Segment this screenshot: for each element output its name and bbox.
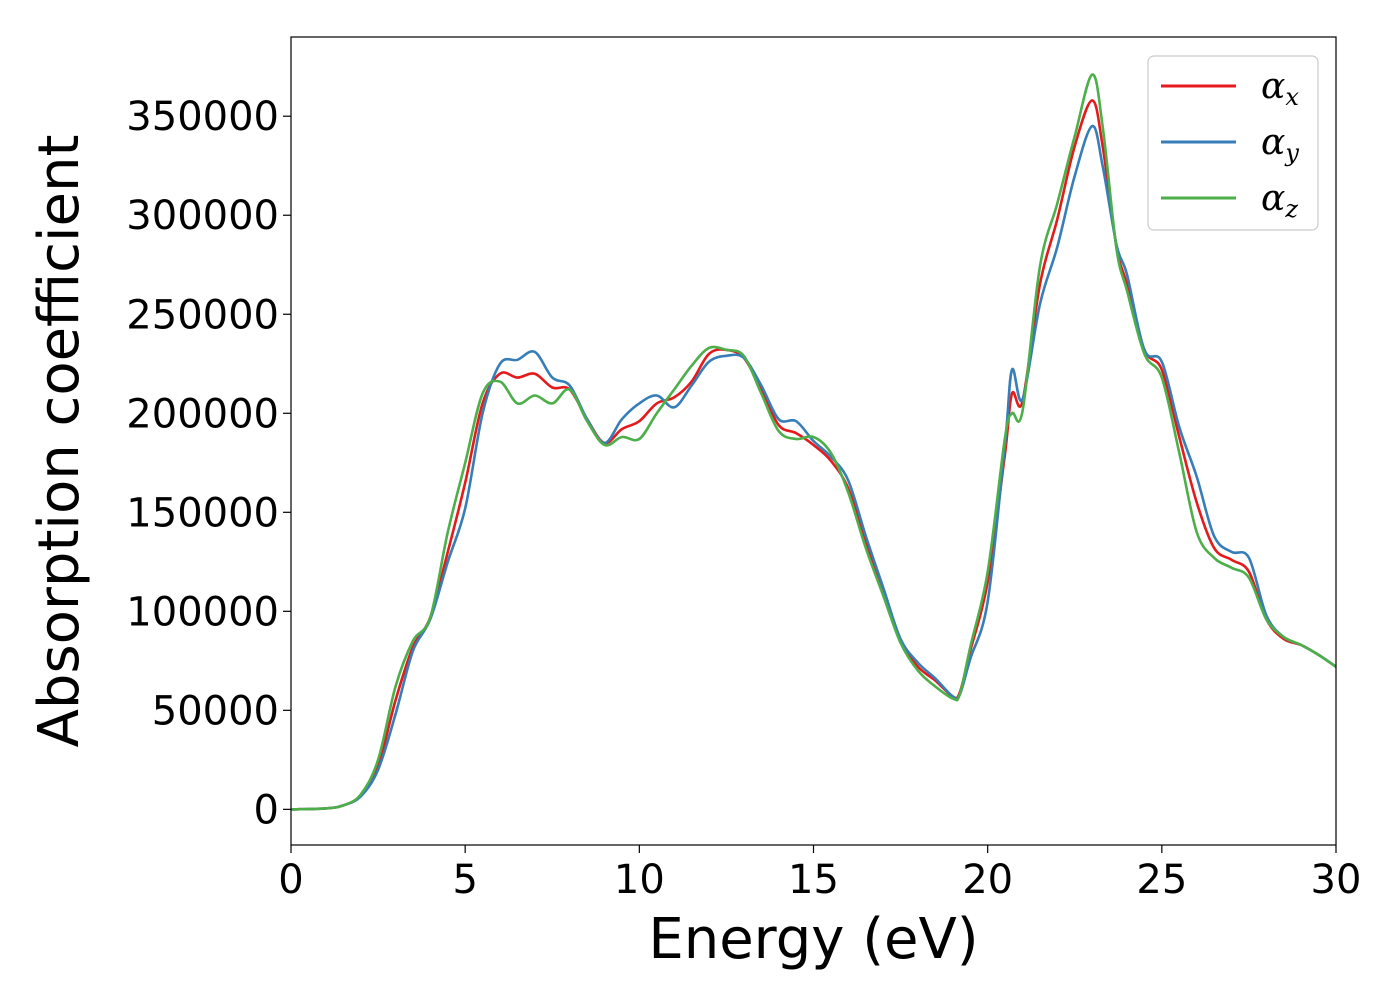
y-axis-title: Absorption coefficient	[27, 135, 92, 748]
y-tick-label: 50000	[152, 688, 279, 734]
series-line-x	[291, 99, 1336, 811]
x-axis-ticks: 0 5 10 15 20 25 30	[278, 845, 1361, 903]
x-tick-label: 25	[1136, 857, 1187, 903]
y-tick-label: 150000	[126, 490, 279, 536]
x-axis-title: Energy (eV)	[648, 907, 978, 972]
x-tick-label: 10	[614, 857, 665, 903]
y-tick-label: 300000	[126, 193, 279, 239]
series-line-z	[291, 73, 1336, 811]
y-tick-label: 0	[254, 787, 279, 833]
series-line-y	[291, 124, 1336, 811]
x-tick-label: 5	[452, 857, 477, 903]
y-tick-label: 350000	[126, 94, 279, 140]
x-tick-label: 30	[1311, 857, 1362, 903]
x-tick-label: 15	[788, 857, 839, 903]
x-tick-label: 0	[278, 857, 303, 903]
series-layer	[291, 73, 1336, 811]
y-tick-label: 100000	[126, 589, 279, 635]
y-tick-label: 200000	[126, 391, 279, 437]
y-tick-label: 250000	[126, 292, 279, 338]
x-tick-label: 20	[962, 857, 1013, 903]
y-axis-ticks: 0 50000 100000 150000 200000 250000 300000 3500…	[126, 94, 291, 833]
